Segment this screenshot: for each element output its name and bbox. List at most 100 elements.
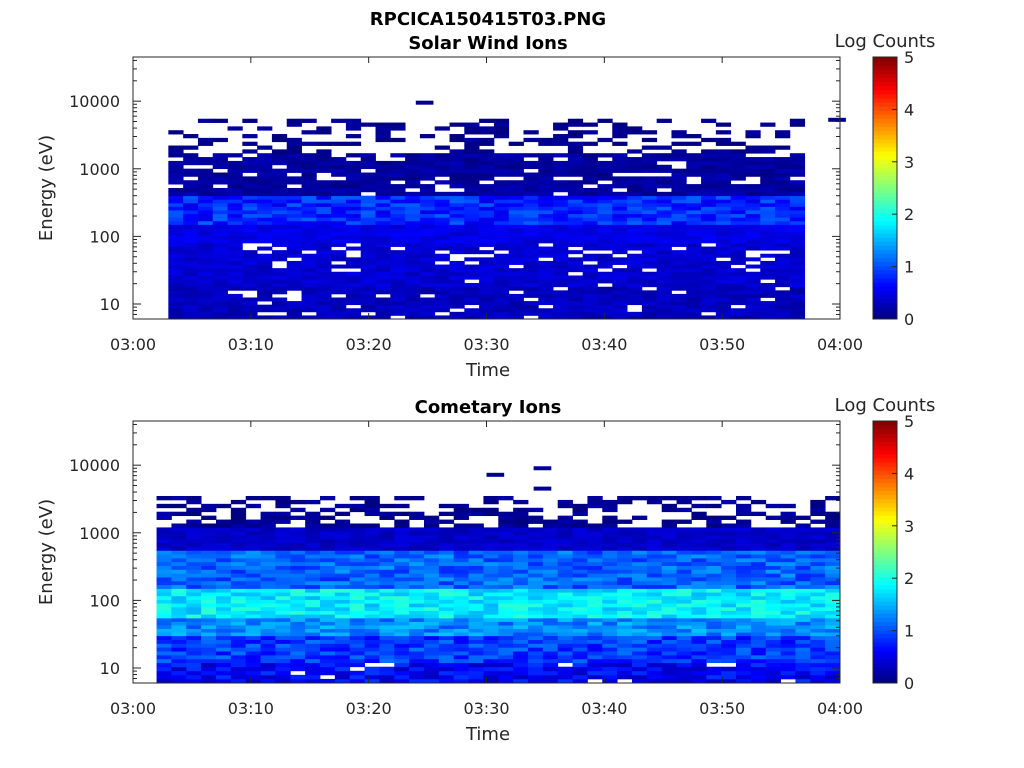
heatmap-cell [316, 126, 332, 131]
heatmap-cell [538, 253, 554, 258]
heatmap-cell [360, 187, 376, 193]
heatmap-cell [379, 666, 395, 672]
heatmap-cell [780, 658, 796, 664]
heatmap-cell [617, 546, 633, 551]
heatmap-cell [316, 202, 332, 207]
heatmap-cell [721, 535, 737, 540]
heatmap-cell [513, 519, 529, 524]
heatmap-cell [701, 271, 717, 276]
heatmap-cell [290, 674, 306, 680]
heatmap-cell [789, 293, 806, 298]
heatmap-cell [528, 554, 544, 559]
heatmap-cell [760, 195, 776, 200]
heatmap-cell [464, 145, 480, 150]
heatmap-cell [572, 546, 588, 551]
heatmap-cell [686, 199, 702, 204]
heatmap-cell [715, 301, 732, 306]
heatmap-cell [409, 595, 425, 600]
heatmap-cell [242, 264, 258, 269]
heatmap-cell [230, 592, 247, 597]
colorbar-segment [873, 102, 897, 107]
heatmap-cell [721, 606, 737, 611]
heatmap-cell [360, 308, 376, 313]
heatmap-cell [331, 217, 347, 222]
heatmap-cell [612, 220, 628, 225]
heatmap-cell [691, 670, 707, 676]
heatmap-cell [316, 220, 332, 225]
heatmap-cell [760, 275, 776, 280]
heatmap-cell [290, 621, 306, 626]
heatmap-cell [320, 531, 336, 536]
heatmap-cell [171, 573, 187, 578]
heatmap-cell [216, 531, 232, 536]
heatmap-cell [513, 632, 529, 637]
heatmap-cell [349, 561, 365, 566]
heatmap-cell [701, 297, 717, 302]
heatmap-cell [438, 550, 455, 555]
heatmap-cell [602, 554, 618, 559]
heatmap-cell [825, 515, 841, 520]
heatmap-cell [676, 535, 692, 540]
heatmap-cell [424, 523, 440, 528]
heatmap-cell [424, 628, 440, 633]
heatmap-cell [271, 149, 288, 154]
heatmap-cell [419, 242, 436, 247]
heatmap-cell [379, 643, 395, 648]
heatmap-cell [745, 239, 761, 244]
heatmap-cell [730, 235, 746, 240]
heatmap-cell [750, 666, 767, 672]
heatmap-cell [286, 153, 302, 158]
heatmap-cell [201, 635, 217, 640]
heatmap-cell [334, 527, 351, 532]
heatmap-cell [286, 224, 302, 229]
heatmap-cell [168, 290, 184, 295]
heatmap-cell [479, 217, 495, 222]
heatmap-cell [419, 264, 436, 269]
heatmap-cell [641, 275, 658, 280]
heatmap-cell [230, 628, 247, 633]
heatmap-cell [513, 643, 529, 648]
heatmap-cell [715, 315, 732, 320]
heatmap-cell [468, 617, 484, 622]
heatmap-cell [760, 210, 776, 215]
heatmap-cell [286, 199, 302, 204]
heatmap-cell [334, 658, 351, 664]
heatmap-cell [676, 643, 692, 648]
heatmap-cell [745, 286, 761, 291]
heatmap-cell [572, 658, 588, 664]
heatmap-cell [349, 573, 365, 578]
colorbar-segment [873, 314, 897, 320]
heatmap-cell [286, 250, 302, 255]
heatmap-cell [553, 137, 569, 143]
heatmap-cell [212, 250, 228, 255]
heatmap-cell [305, 647, 321, 652]
heatmap-cell [736, 561, 752, 566]
heatmap-cell [632, 666, 648, 672]
heatmap-cell [419, 184, 436, 189]
heatmap-cell [701, 264, 717, 269]
heatmap-cell [390, 191, 406, 197]
heatmap-cell [780, 527, 796, 532]
heatmap-cell [331, 264, 347, 269]
heatmap-cell [257, 160, 273, 166]
heatmap-cell [508, 220, 524, 225]
heatmap-cell [390, 153, 406, 158]
heatmap-cell [360, 172, 376, 177]
heatmap-cell [275, 515, 291, 520]
heatmap-cell [320, 599, 336, 604]
heatmap-cell [197, 184, 214, 189]
heatmap-cell [197, 268, 214, 273]
heatmap-cell [197, 308, 214, 313]
heatmap-cell [453, 546, 469, 551]
heatmap-cell [780, 639, 796, 644]
heatmap-cell [528, 550, 544, 555]
heatmap-cell [760, 235, 776, 240]
heatmap-cell [479, 157, 495, 162]
heatmap-cell [557, 639, 573, 644]
heatmap-cell [750, 662, 767, 668]
heatmap-cell [493, 130, 510, 135]
heatmap-cell [617, 554, 633, 559]
heatmap-cell [275, 678, 291, 684]
heatmap-cell [656, 210, 672, 215]
heatmap-cell [305, 639, 321, 644]
